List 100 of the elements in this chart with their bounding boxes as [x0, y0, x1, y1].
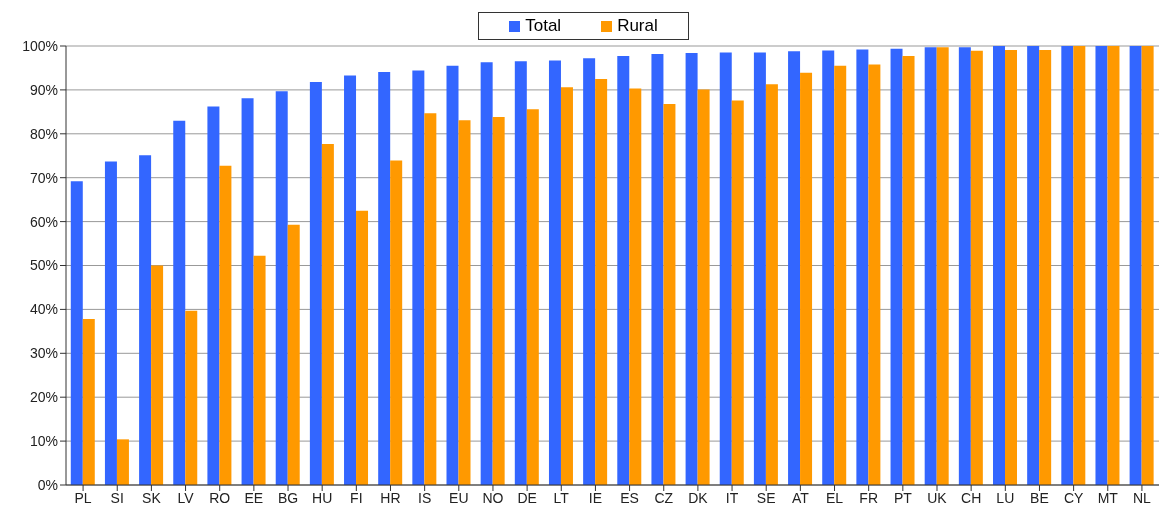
bar	[651, 53, 664, 485]
x-tick-label: IS	[418, 489, 432, 506]
bar	[548, 60, 561, 485]
bar	[856, 49, 869, 485]
x-tick-label: LV	[177, 489, 195, 506]
x-tick-label: PT	[893, 489, 913, 506]
bar	[1107, 46, 1120, 485]
x-tick-label: CZ	[654, 489, 674, 506]
bar	[173, 120, 186, 485]
x-tick-label: AT	[791, 489, 810, 506]
bar	[287, 224, 300, 485]
bar	[492, 117, 505, 485]
x-tick-label: IE	[588, 489, 603, 506]
x-tick-label: CH	[961, 489, 982, 506]
x-tick-label: UK	[927, 489, 948, 506]
bar	[1141, 46, 1154, 485]
bar	[139, 155, 152, 485]
x-tick-label: FR	[859, 489, 879, 506]
bar	[1027, 46, 1040, 485]
x-tick-label: SE	[756, 489, 776, 506]
bar	[1005, 49, 1017, 485]
x-tick-label: SI	[110, 489, 124, 506]
bar	[344, 75, 357, 485]
y-tick-label: 70%	[29, 169, 58, 186]
bar	[731, 100, 744, 485]
x-tick-label: BE	[1030, 489, 1049, 506]
x-tick-label: BG	[277, 489, 299, 506]
legend-label: Total	[524, 16, 562, 36]
x-tick-label: HU	[312, 489, 333, 506]
bar	[993, 46, 1005, 485]
bar	[480, 62, 493, 485]
bar	[663, 103, 676, 485]
bar	[412, 70, 425, 485]
y-tick-label: 80%	[29, 125, 58, 142]
bar	[697, 89, 710, 485]
bar	[82, 319, 95, 485]
bar	[309, 82, 322, 485]
x-tick-label: LU	[996, 489, 1015, 506]
bar	[583, 58, 596, 485]
bar	[458, 120, 471, 485]
x-tick-label: EL	[825, 489, 844, 506]
bar	[595, 78, 608, 485]
bar	[151, 265, 164, 485]
x-tick-label: NL	[1132, 489, 1152, 506]
bar	[629, 88, 642, 485]
y-tick-label: 60%	[29, 213, 58, 230]
y-tick-label: 30%	[29, 345, 58, 362]
x-tick-label: FI	[350, 489, 363, 506]
bar	[321, 143, 334, 485]
bar	[765, 84, 778, 485]
bar	[822, 50, 835, 485]
bar	[116, 439, 129, 485]
x-tick-label: DK	[688, 489, 709, 506]
bar	[924, 47, 937, 485]
bar	[1061, 46, 1074, 485]
bar	[253, 255, 266, 485]
bar	[356, 210, 369, 485]
legend-label: Rural	[616, 16, 658, 36]
bar	[104, 161, 117, 485]
x-tick-label: NO	[482, 489, 504, 506]
y-tick-label: 90%	[29, 81, 58, 98]
y-tick-label: 20%	[29, 389, 58, 406]
bar	[1039, 49, 1052, 485]
bar	[446, 65, 459, 485]
x-tick-label: EU	[449, 489, 469, 506]
y-tick-label: 50%	[29, 257, 58, 274]
bar	[514, 61, 527, 485]
bar	[526, 109, 539, 485]
bar	[378, 71, 391, 485]
x-tick-label: MT	[1097, 489, 1119, 506]
bar	[719, 52, 732, 485]
y-tick-label: 10%	[29, 433, 58, 450]
bar	[890, 48, 903, 485]
y-tick-label: 100%	[22, 37, 58, 54]
bar	[241, 98, 254, 485]
bar	[207, 106, 220, 485]
bar	[936, 47, 949, 485]
x-tick-label: CY	[1063, 489, 1084, 506]
x-tick-label: EE	[244, 489, 264, 506]
bar	[958, 47, 971, 485]
bar	[800, 72, 813, 485]
bar	[219, 165, 232, 485]
bar	[902, 56, 915, 485]
x-tick-label: IT	[725, 489, 739, 506]
bar	[275, 91, 288, 485]
bar	[617, 56, 630, 485]
bar	[185, 310, 198, 485]
bar	[868, 64, 881, 485]
bar	[424, 113, 437, 485]
x-tick-label: ES	[620, 489, 639, 506]
x-tick-label: PL	[74, 489, 92, 506]
bar	[560, 87, 573, 485]
bar	[70, 181, 83, 485]
bar	[788, 51, 801, 485]
x-tick-label: SK	[142, 489, 162, 506]
x-tick-label: HR	[380, 489, 401, 506]
x-tick-label: DE	[517, 489, 537, 506]
bar	[1129, 46, 1142, 485]
bar	[970, 50, 983, 485]
bar	[1073, 46, 1086, 485]
